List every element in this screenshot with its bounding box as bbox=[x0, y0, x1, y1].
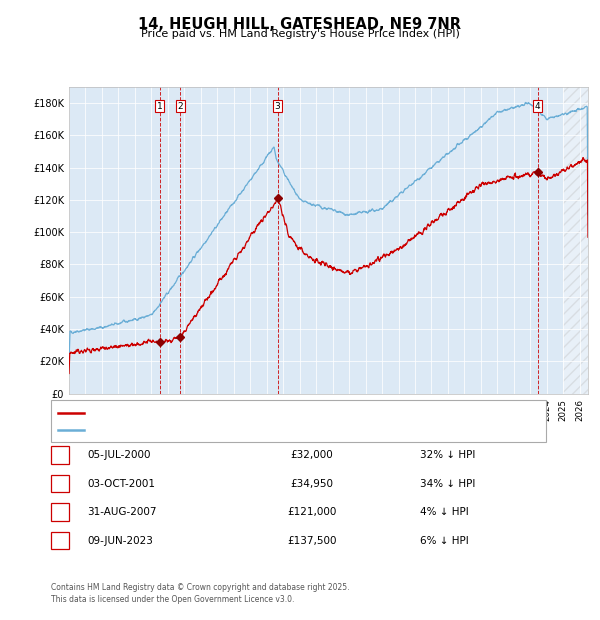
Text: 34% ↓ HPI: 34% ↓ HPI bbox=[420, 479, 475, 489]
Text: 4: 4 bbox=[535, 102, 541, 111]
Text: 2: 2 bbox=[178, 102, 183, 111]
Text: £121,000: £121,000 bbox=[287, 507, 337, 517]
Text: 3: 3 bbox=[56, 507, 64, 517]
Text: 4: 4 bbox=[56, 536, 64, 546]
Text: 3: 3 bbox=[275, 102, 281, 111]
Bar bbox=[563, 87, 588, 394]
Text: £34,950: £34,950 bbox=[290, 479, 334, 489]
Text: 03-OCT-2001: 03-OCT-2001 bbox=[87, 479, 155, 489]
Text: 31-AUG-2007: 31-AUG-2007 bbox=[87, 507, 157, 517]
Text: 14, HEUGH HILL, GATESHEAD, NE9 7NR: 14, HEUGH HILL, GATESHEAD, NE9 7NR bbox=[139, 17, 461, 32]
Text: 32% ↓ HPI: 32% ↓ HPI bbox=[420, 450, 475, 460]
Text: £137,500: £137,500 bbox=[287, 536, 337, 546]
Text: 1: 1 bbox=[56, 450, 64, 460]
Text: 14, HEUGH HILL, GATESHEAD, NE9 7NR (semi-detached house): 14, HEUGH HILL, GATESHEAD, NE9 7NR (semi… bbox=[88, 408, 373, 417]
Text: HPI: Average price, semi-detached house, Sunderland: HPI: Average price, semi-detached house,… bbox=[88, 426, 332, 435]
Text: £32,000: £32,000 bbox=[290, 450, 334, 460]
Text: 4% ↓ HPI: 4% ↓ HPI bbox=[420, 507, 469, 517]
Text: Contains HM Land Registry data © Crown copyright and database right 2025.
This d: Contains HM Land Registry data © Crown c… bbox=[51, 583, 349, 604]
Text: 09-JUN-2023: 09-JUN-2023 bbox=[87, 536, 153, 546]
Text: 2: 2 bbox=[56, 479, 64, 489]
Text: 05-JUL-2000: 05-JUL-2000 bbox=[87, 450, 151, 460]
Text: 6% ↓ HPI: 6% ↓ HPI bbox=[420, 536, 469, 546]
Text: Price paid vs. HM Land Registry's House Price Index (HPI): Price paid vs. HM Land Registry's House … bbox=[140, 29, 460, 39]
Text: 1: 1 bbox=[157, 102, 163, 111]
